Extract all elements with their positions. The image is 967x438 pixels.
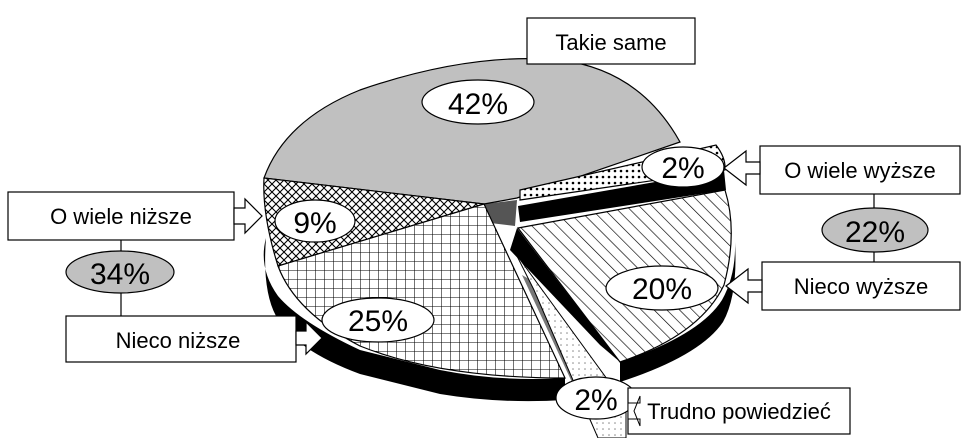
label-o-wiele-wyzsze: O wiele wyższe [759, 145, 961, 195]
arrow-left-icon [723, 149, 761, 187]
value-text: 2% [574, 384, 617, 417]
label-text: O wiele niższe [50, 204, 192, 229]
group-total-text: 22% [845, 216, 905, 249]
value-label-o-wiele-wyzsze: 2% [641, 146, 725, 188]
value-label-trudno-powiedziec: 2% [555, 376, 637, 420]
label-nieco-wyzsze: Nieco wyższe [761, 261, 961, 311]
arrow-right-icon [233, 197, 263, 235]
slice-wall-nieco-wyzsze [510, 228, 620, 362]
label-text: Nieco wyższe [794, 274, 928, 299]
slice-wall-right [620, 242, 736, 382]
label-takie-same: Takie same [526, 17, 696, 65]
value-text: 25% [348, 305, 408, 338]
label-text: O wiele wyższe [784, 158, 936, 183]
arrow-right-icon [295, 320, 323, 356]
label-o-wiele-nizsze: O wiele niższe [7, 191, 235, 241]
value-label-takie-same: 42% [421, 79, 535, 125]
value-label-nieco-wyzsze: 20% [605, 265, 719, 311]
label-text: Nieco niższe [116, 328, 241, 353]
value-text: 20% [632, 273, 692, 306]
value-text: 2% [661, 152, 704, 185]
slice-wall-lower-left [263, 238, 565, 402]
value-label-nieco-nizsze: 25% [321, 297, 435, 343]
group-total-lower: 34% [65, 250, 175, 294]
group-total-text: 34% [90, 258, 150, 291]
slice-takie-same [263, 58, 681, 205]
arrow-left-icon [725, 267, 763, 305]
group-total-higher: 22% [821, 207, 929, 253]
arrow-left-icon [627, 395, 641, 427]
label-trudno-powiedziec: Trudno powiedzieć [627, 387, 851, 435]
label-nieco-nizsze: Nieco niższe [65, 315, 297, 363]
value-label-o-wiele-nizsze: 9% [274, 199, 356, 243]
value-text: 9% [293, 207, 336, 240]
label-text: Trudno powiedzieć [647, 399, 831, 424]
label-text: Takie same [555, 30, 666, 55]
value-text: 42% [448, 88, 508, 121]
